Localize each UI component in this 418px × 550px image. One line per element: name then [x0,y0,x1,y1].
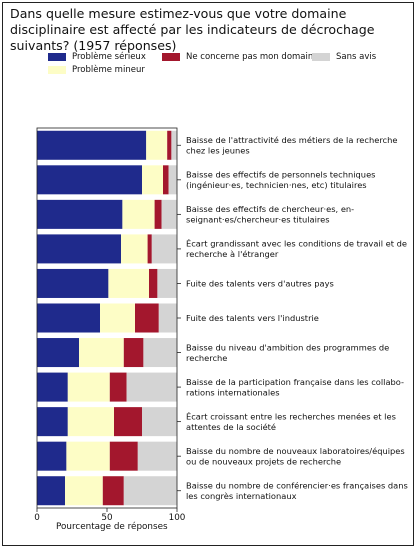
legend-item-minor: Problème mineur [48,65,145,75]
bar-7-series-2 [109,372,127,402]
bar-5-series-3 [158,303,177,333]
category-label-10-line-0: Baisse du nombre de conférencier·es fran… [186,480,408,490]
bar-10-series-1 [65,476,103,506]
x-tick-label-0: 0 [34,513,40,523]
bar-0-series-3 [171,130,177,160]
category-label-9-line-0: Baisse du nombre de nouveaux laboratoire… [186,446,405,456]
category-label-2-line-1: seignant·es/chercheur·es titulaires [186,215,330,225]
category-label-10-line-1: les congrès internationaux [186,491,297,501]
legend-swatch-serious [48,53,66,61]
bar-8-series-3 [142,407,177,437]
category-label-3-line-0: Écart grandissant avec les conditions de… [186,238,407,249]
category-label-6-line-1: recherche [186,353,227,363]
category-label-5-line-0: Fuite des talents vers l'industrie [186,313,319,323]
bar-8-series-0 [37,407,68,437]
legend-swatch-no-opinion [312,53,330,61]
bar-0-series-1 [146,130,168,160]
category-label-4-line-0: Fuite des talents vers d'autres pays [186,278,334,288]
bar-4-series-3 [157,268,177,298]
bar-2-series-2 [154,199,162,229]
category-label-1-line-1: (ingénieur·es, technicien·nes, etc) titu… [186,180,367,190]
legend-swatch-not-concerned [162,53,180,61]
legend-label-serious: Problème sérieux [72,52,146,62]
bar-7-series-3 [126,372,177,402]
legend-label-no-opinion: Sans avis [336,52,377,62]
chart-title: Dans quelle mesure estimez-vous que votr… [10,6,375,53]
category-label-0-line-1: chez les jeunes [186,146,250,156]
category-label-0-line-0: Baisse de l'attractivité des métiers de … [186,135,397,145]
category-label-6-line-0: Baisse du niveau d'ambition des programm… [186,342,389,352]
category-label-7-line-0: Baisse de la participation française dan… [186,377,404,387]
bar-3-series-2 [147,234,152,264]
bar-7-series-1 [67,372,110,402]
bar-6-series-2 [123,338,144,368]
bar-3-series-1 [121,234,148,264]
bar-6-series-1 [79,338,124,368]
bar-1-series-0 [37,165,142,195]
bar-10-series-2 [102,476,124,506]
bar-9-series-2 [109,441,138,471]
legend-label-minor: Problème mineur [72,65,145,75]
bar-10-series-0 [37,476,65,506]
bar-4-series-0 [37,268,109,298]
legend-swatch-minor [48,66,66,74]
bar-5-series-1 [100,303,135,333]
x-tick-label-1: 50 [101,513,113,523]
bar-1-series-1 [142,165,163,195]
category-label-3-line-1: recherche à l'étranger [186,249,279,259]
bar-1-series-3 [168,165,177,195]
bar-9-series-0 [37,441,67,471]
bar-3-series-3 [151,234,177,264]
bar-4-series-2 [149,268,158,298]
category-label-9-line-1: ou de nouveaux projets de recherche [186,456,341,466]
category-label-1-line-0: Baisse des effectifs de personnels techn… [186,170,376,180]
bar-2-series-1 [122,199,155,229]
bar-6-series-0 [37,338,79,368]
x-axis-label: Pourcentage de réponses [56,522,168,532]
bar-8-series-2 [114,407,142,437]
bar-10-series-3 [123,476,177,506]
bar-2-series-0 [37,199,123,229]
bar-0-series-2 [167,130,172,160]
legend-label-not-concerned: Ne concerne pas mon domaine [186,52,319,62]
category-label-8-line-1: attentes de la société [186,422,276,432]
bar-4-series-1 [108,268,149,298]
bar-1-series-2 [163,165,169,195]
bar-8-series-1 [67,407,114,437]
bar-0-series-0 [37,130,147,160]
category-label-8-line-0: Écart croissant entre les recherches men… [186,410,396,421]
bar-9-series-3 [137,441,177,471]
legend-item-no-opinion: Sans avis [312,52,376,62]
bar-7-series-0 [37,372,68,402]
x-tick-label-2: 100 [169,513,186,523]
legend-item-serious: Problème sérieux [48,52,146,62]
bar-5-series-0 [37,303,100,333]
bar-3-series-0 [37,234,121,264]
category-label-7-line-1: rations internationales [186,387,280,397]
legend-item-not-concerned: Ne concerne pas mon domaine [162,52,319,62]
bar-2-series-3 [161,199,177,229]
category-label-2-line-0: Baisse des effectifs de chercheur·es, en… [186,204,354,214]
bar-9-series-1 [66,441,110,471]
bar-6-series-3 [143,338,177,368]
bar-5-series-2 [135,303,159,333]
